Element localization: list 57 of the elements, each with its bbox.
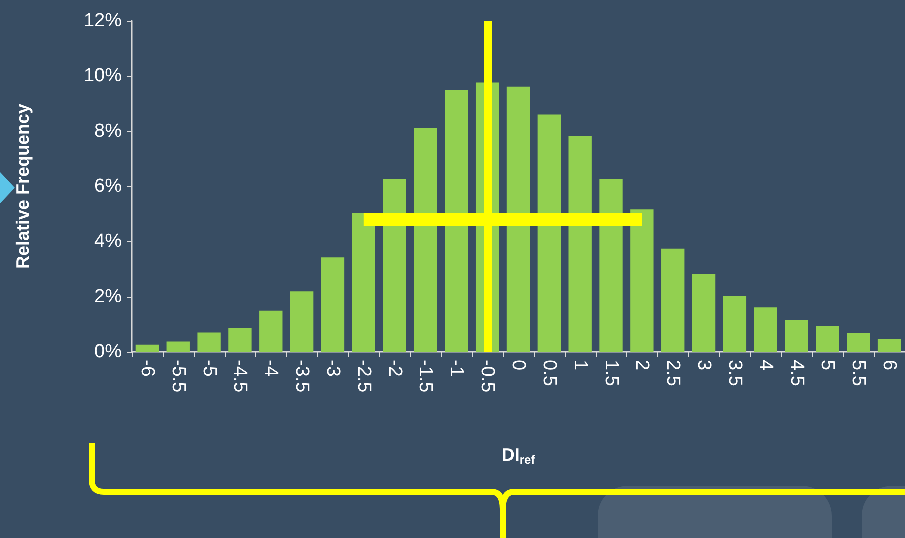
bar xyxy=(166,342,190,352)
y-tick-label: 6% xyxy=(94,176,122,197)
x-tick-label: 5.5 xyxy=(848,360,870,386)
bar xyxy=(506,86,530,352)
bar xyxy=(630,210,654,352)
x-tick-label: 3.5 xyxy=(724,360,746,386)
bar xyxy=(692,274,716,352)
y-axis-title: Relative Frequency xyxy=(13,104,33,270)
bar xyxy=(847,332,870,352)
x-tick-label: 3 xyxy=(694,360,715,371)
bar xyxy=(136,344,160,352)
bar xyxy=(754,308,778,352)
y-tick-label: 0% xyxy=(94,342,122,362)
y-tick-label: 4% xyxy=(94,231,122,252)
x-tick-label: 5 xyxy=(817,360,838,371)
x-tick-label: 4.5 xyxy=(786,360,808,386)
bar xyxy=(568,136,592,352)
x-tick-label: 0 xyxy=(508,360,529,371)
bar xyxy=(600,179,623,352)
x-tick-label: -1 xyxy=(446,360,468,377)
bar xyxy=(445,90,468,352)
y-tick-label: 8% xyxy=(94,120,122,142)
x-tick-label: 1 xyxy=(570,360,591,371)
x-tick-label: 2.5 xyxy=(662,360,684,386)
bar xyxy=(878,339,902,352)
x-tick-label: -4 xyxy=(260,360,282,378)
x-tick-label: -6 xyxy=(136,360,158,377)
x-tick-label: 2 xyxy=(632,360,653,371)
bar xyxy=(816,326,840,352)
y-tick-label: 12% xyxy=(84,10,122,32)
x-tick-label: 6 xyxy=(879,360,900,371)
x-tick-label: 4 xyxy=(755,360,776,371)
bar xyxy=(228,328,252,352)
x-tick-label: -2 xyxy=(384,360,406,377)
x-tick-label: -2.5 xyxy=(353,360,374,393)
bar xyxy=(538,114,562,352)
x-tick-label: 1.5 xyxy=(600,360,622,386)
x-tick-label: 0.5 xyxy=(538,360,560,386)
x-tick-label: -4.5 xyxy=(230,360,251,393)
x-tick-label: -5.5 xyxy=(168,360,189,393)
x-tick-label: -1.5 xyxy=(415,360,436,393)
bar xyxy=(662,248,685,352)
bar xyxy=(785,320,808,352)
bar xyxy=(723,296,747,352)
bar xyxy=(260,310,283,352)
bar xyxy=(321,258,345,352)
y-tick-label: 2% xyxy=(94,286,122,308)
bar xyxy=(290,292,314,352)
bar xyxy=(414,128,438,352)
bar xyxy=(383,179,406,352)
x-tick-label: -3.5 xyxy=(292,360,313,393)
bar xyxy=(352,213,376,352)
x-tick-label: -0.5 xyxy=(477,360,498,393)
bar xyxy=(198,332,221,352)
x-tick-label: -3 xyxy=(322,360,344,377)
y-tick-label: 10% xyxy=(84,66,122,87)
x-tick-label: -5 xyxy=(198,360,220,377)
